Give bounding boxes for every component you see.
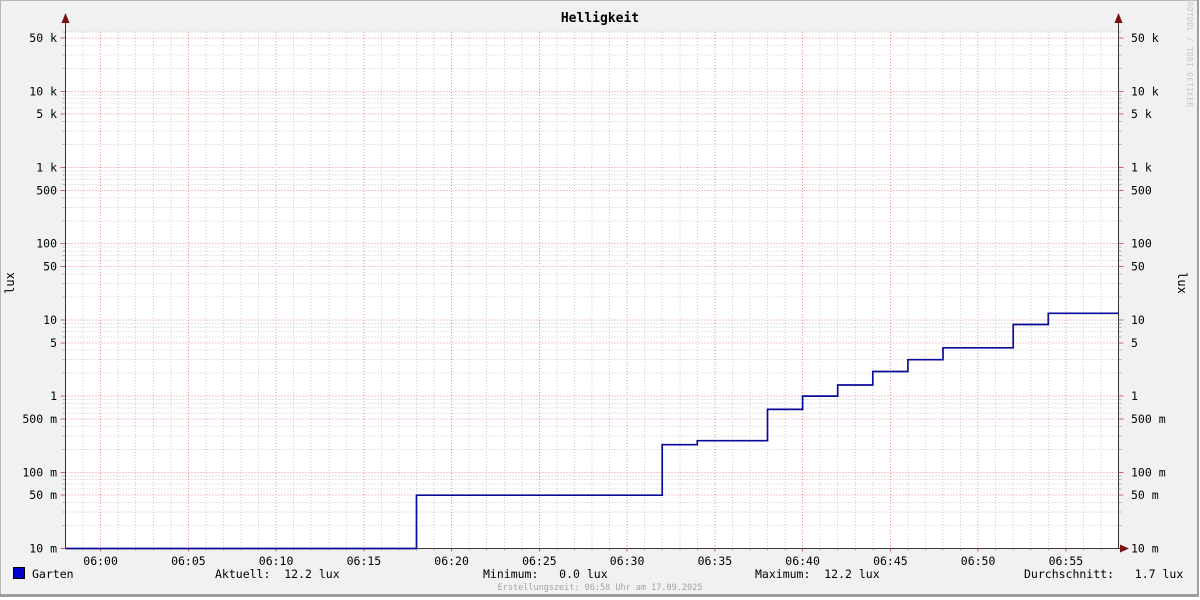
y-tick-label: 10 bbox=[1131, 313, 1145, 327]
y-tick-label: 100 m bbox=[22, 465, 57, 479]
y-tick-label: 100 bbox=[1131, 237, 1152, 251]
chart-title: Helligkeit bbox=[560, 11, 640, 26]
y-tick-label: 1 k bbox=[36, 161, 57, 175]
y-tick-label: 1 bbox=[1131, 389, 1138, 403]
y-tick-label: 500 m bbox=[22, 412, 57, 426]
x-tick-label: 06:40 bbox=[785, 554, 820, 568]
x-tick-labels: 06:00 06:05 06:10 06:15 06:20 06:25 06:30 06:35… bbox=[83, 554, 1083, 568]
y-tick-label: 50 bbox=[1131, 260, 1145, 274]
y-tick-label: 50 k bbox=[1131, 31, 1159, 45]
y-tick-label: 50 m bbox=[1131, 488, 1159, 502]
y-tick-label: 1 k bbox=[1131, 161, 1152, 175]
creation-time-note: Erstellungszeit: 06:58 Uhr am 17.09.2025 bbox=[497, 583, 703, 593]
y-tick-label: 100 bbox=[36, 237, 57, 251]
x-tick-label: 06:15 bbox=[347, 554, 382, 568]
y-tick-label: 10 k bbox=[1131, 84, 1159, 98]
x-tick-label: 06:35 bbox=[698, 554, 733, 568]
axis-arrows bbox=[61, 13, 1129, 553]
y-tick-label: 5 k bbox=[36, 107, 57, 121]
y-tick-label: 10 m bbox=[29, 542, 57, 556]
y-tick-label: 50 bbox=[43, 260, 57, 274]
y-tick-label: 500 bbox=[36, 183, 57, 197]
x-tick-label: 06:55 bbox=[1049, 554, 1084, 568]
y-tick-label: 50 k bbox=[29, 31, 57, 45]
x-tick-label: 06:05 bbox=[171, 554, 206, 568]
y-tick-label: 5 k bbox=[1131, 107, 1152, 121]
y-tick-label: 10 k bbox=[29, 84, 57, 98]
x-tick-label: 06:45 bbox=[873, 554, 908, 568]
y-tick-label: 5 bbox=[1131, 336, 1138, 350]
x-tick-label: 06:25 bbox=[522, 554, 557, 568]
series-line-garten bbox=[65, 312, 1119, 550]
x-tick-label: 06:50 bbox=[961, 554, 996, 568]
x-tick-label: 06:10 bbox=[259, 554, 294, 568]
y-tick-label: 1 bbox=[50, 389, 57, 403]
up-arrow-icon-left bbox=[61, 13, 70, 23]
y-tick-label: 5 bbox=[50, 336, 57, 350]
y-tick-label: 10 m bbox=[1131, 542, 1159, 556]
y-tick-labels-left: 50 k 10 k 5 k 1 k 500 100 50 10 5 1 500 m 100 m 50 m… bbox=[22, 31, 57, 556]
x-tick-label: 06:00 bbox=[83, 554, 118, 568]
x-tick-label: 06:30 bbox=[610, 554, 645, 568]
y-tick-label: 500 bbox=[1131, 183, 1152, 197]
y-tick-labels-right: 50 k 10 k 5 k 1 k 500 100 50 10 5 1 500 m 100 m 50 m… bbox=[1131, 31, 1166, 556]
x-tick-label: 06:20 bbox=[434, 554, 469, 568]
up-arrow-icon-right bbox=[1114, 13, 1123, 23]
y-tick-label: 100 m bbox=[1131, 465, 1166, 479]
right-arrow-icon bbox=[1120, 544, 1129, 553]
y-tick-label: 500 m bbox=[1131, 412, 1166, 426]
grid-major bbox=[65, 32, 1119, 549]
y-tick-label: 50 m bbox=[29, 488, 57, 502]
grid-minor bbox=[65, 31, 1119, 549]
y-tick-label: 10 bbox=[43, 313, 57, 327]
